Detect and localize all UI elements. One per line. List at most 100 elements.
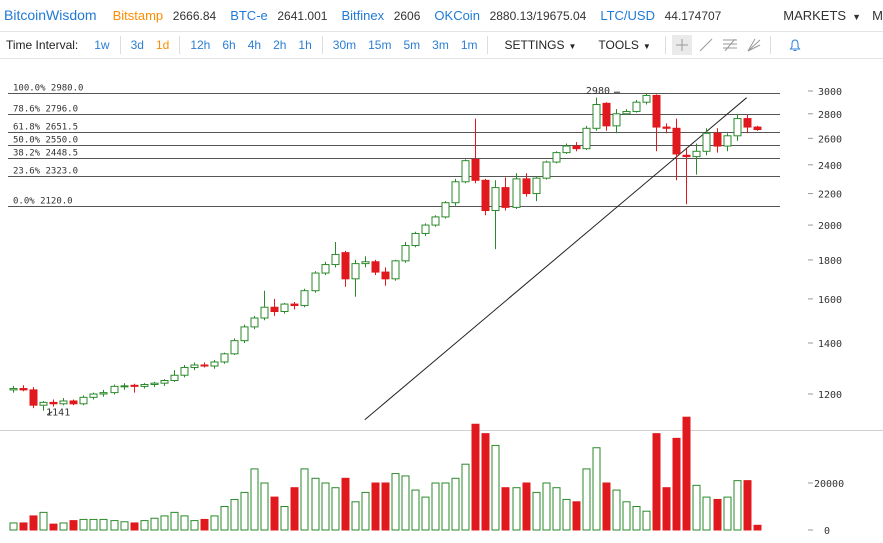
ticker-bitfinex[interactable]: Bitfinex 2606 — [341, 8, 420, 23]
volume-bar — [240, 491, 249, 531]
price-tick-label: 1200 — [818, 390, 842, 401]
volume-bar — [321, 482, 330, 531]
ticker-bitstamp[interactable]: Bitstamp 2666.84 — [113, 8, 217, 23]
interval-5m[interactable]: 5m — [403, 38, 421, 52]
brand-logo[interactable]: BitcoinWisdom — [4, 7, 97, 23]
candle-body — [250, 317, 259, 328]
price-axis: 1200 1400 1600 1800 2000 2200 2400 2600 2800 3000… — [808, 87, 844, 537]
candle-body — [461, 160, 470, 183]
volume-bar — [652, 433, 661, 531]
volume-bar — [59, 522, 68, 531]
crosshair-glyph — [675, 39, 688, 51]
candle-body — [582, 127, 591, 150]
markets-menu[interactable]: MARKETS ▼ — [783, 8, 861, 23]
trendline — [364, 97, 747, 421]
volume-bar — [441, 482, 450, 531]
candle-body — [351, 263, 360, 280]
candle-body — [200, 364, 209, 367]
candle-body — [180, 367, 189, 376]
line-draw-icon[interactable] — [696, 35, 716, 55]
candle-body — [331, 253, 340, 266]
interval-3m[interactable]: 3m — [432, 38, 449, 52]
candle-body — [682, 154, 691, 158]
candle-body — [89, 393, 98, 398]
candlestick-series — [9, 93, 762, 411]
fib-level-label: 61.8% 2651.5 — [13, 123, 78, 133]
candle-body — [9, 388, 18, 391]
chart-toolbar: Time Interval: 1w 3d 1d 12h 6h 4h 2h 1h … — [0, 31, 883, 59]
candle-body — [592, 103, 601, 129]
price-tick-label: 3000 — [818, 87, 842, 98]
settings-menu[interactable]: SETTINGS ▼ — [504, 38, 576, 52]
interval-30m[interactable]: 30m — [332, 38, 357, 52]
ticker-name[interactable]: LTC/USD — [600, 7, 655, 23]
candle-body — [743, 118, 752, 128]
volume-bar — [290, 487, 299, 531]
candle-body — [733, 118, 742, 137]
volume-bar — [39, 511, 48, 531]
ticker-name[interactable]: Bitfinex — [341, 7, 385, 23]
ticker-okcoin[interactable]: OKCoin 2880.13/19675.04 — [434, 8, 586, 23]
volume-bar — [49, 523, 58, 531]
price-chart[interactable]: 100.0% 2980.0 78.6% 2796.0 61.8% 2651.5 50.… — [0, 58, 883, 543]
interval-15m[interactable]: 15m — [368, 38, 392, 52]
annotation-label: 1141 — [46, 408, 70, 419]
candle-body — [341, 252, 350, 280]
candle-body — [160, 380, 169, 384]
volume-bar — [99, 518, 108, 531]
interval-6h[interactable]: 6h — [222, 38, 236, 52]
volume-bar — [602, 482, 611, 531]
candle-body — [522, 178, 531, 195]
volume-bar — [522, 482, 531, 531]
volume-bar — [692, 484, 701, 531]
fibonacci-lines-icon[interactable] — [720, 35, 740, 55]
volume-bar — [160, 515, 169, 531]
interval-3d[interactable]: 3d — [130, 38, 144, 52]
candle-body — [280, 303, 289, 313]
topbar-overflow-item[interactable]: M — [872, 8, 883, 23]
volume-bar — [311, 477, 320, 531]
candle-body — [39, 401, 48, 406]
ticker-name[interactable]: BTC-e — [230, 7, 268, 23]
candle-body — [59, 400, 68, 405]
volume-bar — [361, 491, 370, 531]
interval-1w[interactable]: 1w — [94, 38, 110, 52]
candle-body — [672, 127, 681, 155]
volume-bar — [733, 480, 742, 531]
tools-menu[interactable]: TOOLS ▼ — [598, 38, 650, 52]
volume-bar — [29, 515, 38, 531]
ticker-ltcusd[interactable]: LTC/USD 44.174707 — [600, 8, 721, 23]
candle-body — [79, 396, 88, 405]
price-tick-label: 1600 — [818, 295, 842, 306]
volume-bar — [230, 498, 239, 531]
volume-bar — [723, 496, 732, 531]
candle-body — [441, 202, 450, 218]
bell-icon[interactable] — [785, 35, 805, 55]
candle-body — [431, 216, 440, 226]
ticker-name[interactable]: OKCoin — [434, 7, 480, 23]
interval-1m[interactable]: 1m — [460, 38, 478, 52]
fib-level-label: 23.6% 2323.0 — [13, 167, 78, 177]
crosshair-icon[interactable] — [671, 35, 692, 55]
candle-body — [622, 110, 631, 115]
interval-1d[interactable]: 1d — [155, 38, 170, 52]
candle-body — [140, 383, 149, 387]
interval-4h[interactable]: 4h — [247, 38, 262, 52]
candle-body — [421, 224, 430, 234]
volume-bar — [250, 468, 259, 531]
volume-bar — [130, 522, 139, 531]
volume-tick-label: 0 — [824, 526, 830, 537]
candle-body — [401, 245, 410, 262]
interval-2h[interactable]: 2h — [273, 38, 287, 52]
ticker-name[interactable]: Bitstamp — [112, 7, 164, 23]
interval-12h[interactable]: 12h — [190, 38, 211, 52]
candle-body — [381, 271, 390, 280]
interval-1h[interactable]: 1h — [298, 38, 312, 52]
time-interval-label: Time Interval: — [6, 38, 79, 52]
volume-tick-label: 20000 — [814, 479, 844, 490]
line-glyph — [699, 38, 713, 52]
volume-bar — [702, 496, 711, 531]
ticker-btce[interactable]: BTC-e 2641.001 — [230, 8, 327, 23]
fan-lines-icon[interactable] — [744, 35, 764, 55]
candle-body — [240, 326, 249, 342]
